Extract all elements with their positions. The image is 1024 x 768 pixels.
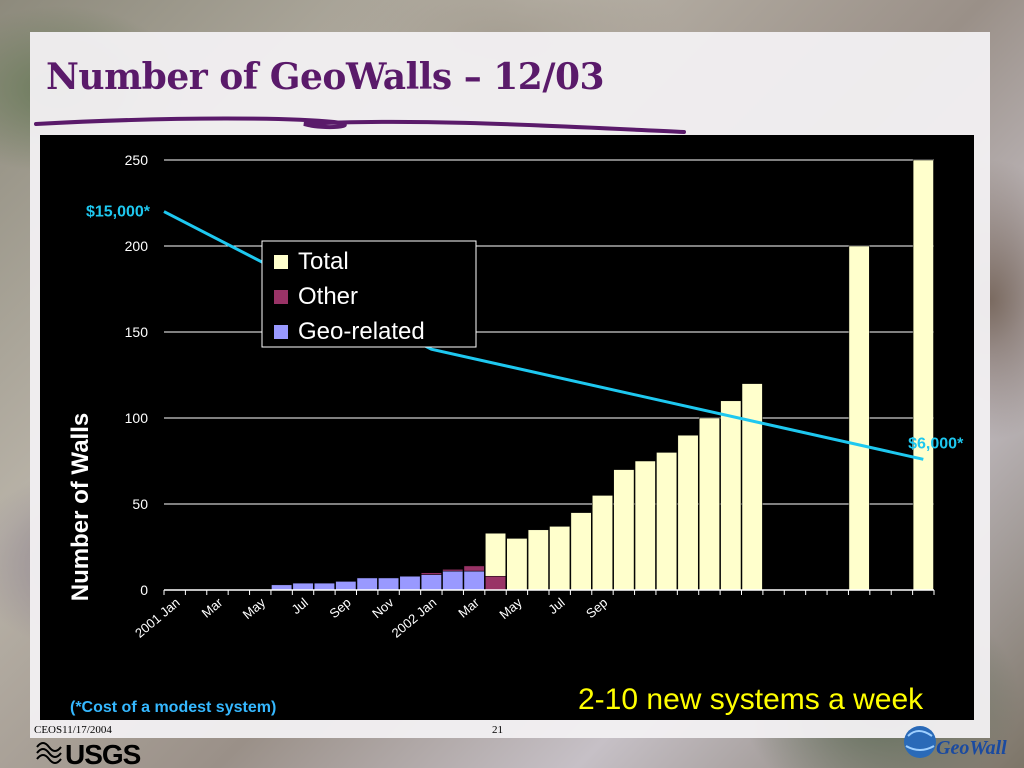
x-tick-label: 2001 Jan (132, 595, 183, 641)
bar-other (485, 575, 506, 591)
bar-geo-related (335, 581, 357, 591)
bar-total (592, 495, 613, 591)
legend-swatch (274, 255, 288, 269)
bar-total (570, 512, 592, 591)
bar-other (442, 569, 464, 572)
y-tick-label: 0 (140, 582, 148, 598)
x-tick-label: Jul (289, 595, 311, 617)
x-tick-label: Sep (326, 595, 353, 621)
bar-total (912, 159, 934, 591)
cost-trend-line (163, 210, 924, 461)
bar-total (720, 400, 742, 591)
footer-date: CEOS11/17/2004 (34, 724, 112, 736)
chart-area: 0 50 100 150 200 250 2001 Jan Mar May Jul Sep Nov 2… (40, 135, 974, 720)
bar-total (527, 529, 549, 591)
bar-geo-related (271, 584, 293, 591)
bar-geo-related (442, 570, 464, 591)
x-tick-label: Jul (545, 595, 567, 617)
y-tick-label: 100 (125, 410, 149, 426)
y-tick-label: 250 (125, 152, 149, 168)
x-tick-label: 2002 Jan (389, 595, 440, 641)
svg-text:GeoWall: GeoWall (936, 737, 1007, 759)
bar-total (656, 452, 678, 591)
legend-label: Total (298, 248, 349, 275)
bar-total (741, 383, 763, 591)
bar-total (485, 532, 506, 577)
page-number: 21 (492, 724, 503, 736)
bar-total (677, 434, 699, 591)
bar-geo-related (356, 577, 378, 591)
bar-chart: 0 50 100 150 200 250 2001 Jan Mar May Jul Sep Nov2… (67, 152, 964, 641)
y-tick-label: 150 (125, 324, 149, 340)
legend-swatch (274, 290, 288, 304)
bar-other (420, 572, 442, 575)
chart-legend: Total Other Geo-related (261, 240, 477, 348)
bar-geo-related (378, 577, 400, 591)
bar-geo-related (420, 574, 442, 591)
bar-geo-related (292, 582, 314, 591)
legend-swatch (274, 325, 288, 339)
y-tick-label: 50 (132, 496, 148, 512)
bar-total (634, 460, 656, 591)
tagline: 2-10 new systems a week (578, 683, 924, 716)
x-tick-label: Sep (583, 595, 610, 621)
bar-other (463, 565, 485, 572)
cost-label: $6,000* (908, 435, 964, 452)
cost-footnote: (*Cost of a modest system) (70, 699, 277, 716)
x-tick-label: May (496, 594, 525, 622)
usgs-logo: USGS (36, 739, 142, 767)
y-tick-label: 200 (125, 238, 149, 254)
bar-total (848, 245, 870, 591)
bar-total (506, 538, 528, 591)
y-axis-title: Number of Walls (67, 413, 94, 601)
bar-geo-related (463, 570, 485, 591)
x-tick-label: Mar (199, 594, 226, 620)
svg-text:USGS: USGS (65, 739, 141, 767)
x-tick-label: May (240, 594, 269, 622)
legend-label: Other (298, 283, 358, 310)
legend-label: Geo-related (298, 318, 425, 345)
bar-geo-related (313, 582, 335, 591)
bar-geo-related (399, 575, 421, 591)
cost-label: $15,000* (86, 204, 151, 221)
bar-total (698, 417, 720, 591)
bar-total (549, 526, 571, 591)
bar-total (613, 469, 635, 591)
x-tick-label: Mar (455, 594, 482, 620)
title-underline (34, 116, 686, 134)
x-tick-label: Nov (369, 594, 397, 621)
slide-title: Number of GeoWalls – 12/03 (46, 56, 605, 98)
geowall-logo: GeoWall (904, 726, 1007, 759)
legend-box (261, 240, 477, 348)
